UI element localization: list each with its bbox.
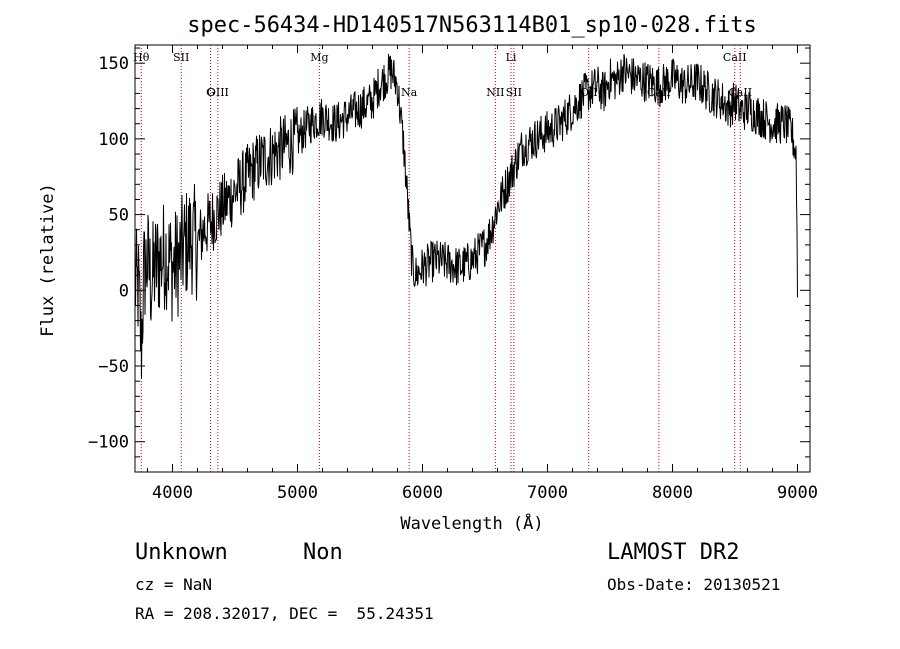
y-tick-label: 0 [119,281,129,301]
line-label: CaII [723,51,747,64]
y-tick-label: −100 [88,433,129,453]
x-tick-label: 5000 [277,483,318,503]
survey-label: LAMOST DR2 [607,540,740,565]
line-label: NII [486,86,504,99]
coordinates-value: RA = 208.32017, DEC = 55.24351 [135,604,434,623]
line-label: OIII [207,86,229,99]
class-right-label: Non [303,540,343,565]
x-tick-label: 4000 [152,483,193,503]
line-label: G [206,86,215,99]
y-tick-label: 50 [109,206,129,226]
y-axis-label: Flux (relative) [38,183,58,337]
y-tick-label: 100 [98,130,129,150]
line-label: Mg [310,51,328,64]
line-label: Li [506,51,517,64]
x-tick-label: 7000 [527,483,568,503]
spectrum-line [134,53,798,379]
x-tick-label: 9000 [777,483,818,503]
line-label: Hθ [133,51,150,64]
x-axis-label: Wavelength (Å) [400,512,543,534]
line-label: SII [506,86,522,99]
obs-date-value: Obs-Date: 20130521 [607,575,781,594]
x-tick-label: 8000 [652,483,693,503]
line-label: Na [401,86,418,99]
class-left-label: Unknown [135,540,228,565]
y-tick-label: 150 [98,54,129,74]
cz-value: cz = NaN [135,575,213,594]
x-tick-label: 6000 [402,483,443,503]
chart-title: spec-56434-HD140517N563114B01_sp10-028.f… [187,13,757,38]
line-label: SII [173,51,189,64]
spectrum-series [134,53,798,379]
y-tick-label: −50 [98,357,129,377]
